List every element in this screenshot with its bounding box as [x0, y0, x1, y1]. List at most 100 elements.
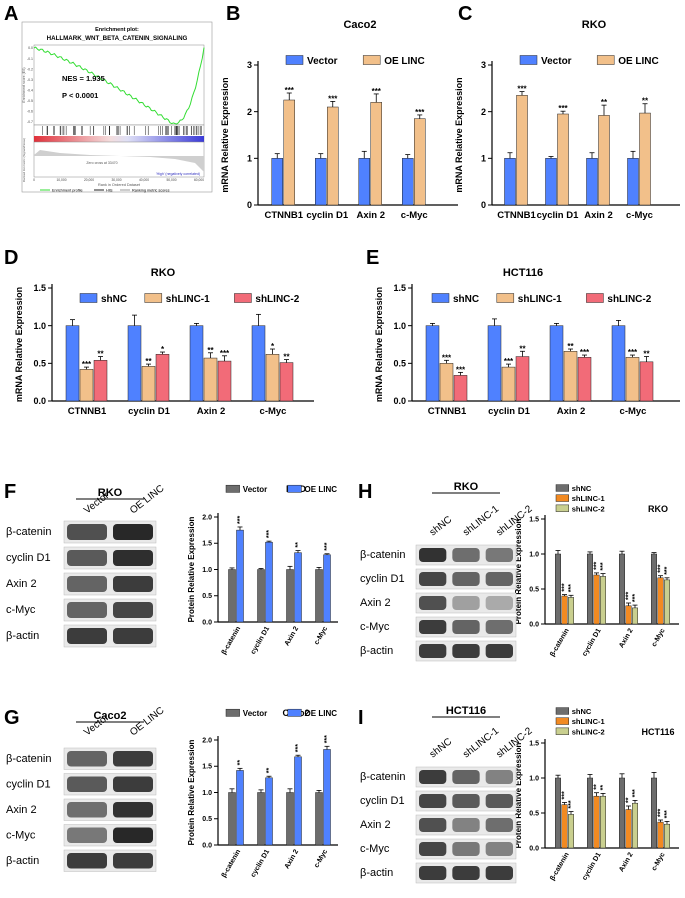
gsea-rank-gradient	[34, 136, 204, 142]
bar	[228, 792, 236, 846]
legend-swatch	[431, 293, 450, 303]
y-axis-label: Protein Relative Expression	[514, 518, 523, 624]
y-tick-label: 0.0	[393, 396, 406, 406]
blot-band	[485, 644, 513, 658]
significance-label: ***	[568, 584, 575, 592]
blot-band	[113, 751, 153, 767]
significance-label: **	[283, 353, 290, 362]
significance-label: ***	[415, 108, 425, 117]
bar	[279, 362, 294, 402]
category-label: Axin 2	[557, 406, 586, 417]
legend-swatch	[287, 708, 302, 717]
panel-letter: D	[4, 247, 18, 269]
blot-band	[67, 853, 107, 869]
category-label: β-catenin	[549, 628, 571, 658]
blot-band	[419, 596, 447, 610]
category-label: cyclin D1	[250, 848, 271, 878]
panel-letter-a: A	[4, 3, 18, 25]
significance-label: ***	[562, 583, 569, 591]
legend-label: shNC	[101, 294, 127, 305]
gsea-panel: A Enrichment plot: HALLMARK_WNT_BETA_CAT…	[4, 3, 213, 193]
gsea-metric-fill	[34, 150, 204, 172]
bar	[664, 823, 670, 849]
significance-label: ***	[285, 86, 295, 95]
blot-band	[485, 866, 513, 880]
bar	[323, 554, 331, 623]
significance-label: **	[567, 342, 574, 351]
blot-band	[419, 644, 447, 658]
legend-swatch	[79, 293, 98, 303]
bar	[257, 569, 265, 623]
blot-band	[113, 853, 153, 869]
gsea-es-tick: -0.7	[27, 120, 33, 124]
bar	[593, 574, 600, 625]
bar	[425, 325, 440, 402]
chart-title: RKO	[648, 504, 668, 514]
bar	[632, 607, 638, 625]
bar	[358, 158, 370, 206]
significance-label: ***	[658, 809, 665, 817]
bar	[619, 553, 625, 625]
blot-band	[67, 576, 107, 592]
category-label: c-Myc	[620, 406, 647, 417]
significance-label: ***	[266, 530, 273, 538]
blot-band	[113, 524, 153, 540]
significance-label: **	[594, 784, 601, 790]
blot-lane-label: shNC	[428, 514, 454, 538]
legend-label: Vector	[541, 56, 572, 67]
blot-row-label: β-actin	[360, 867, 393, 879]
y-tick-label: 2	[247, 107, 252, 117]
bar	[555, 777, 561, 849]
y-tick-label: 1.0	[393, 321, 406, 331]
blot-band	[452, 620, 480, 634]
blot-band	[419, 818, 447, 832]
blot-cell-line: HCT116	[446, 705, 486, 717]
bar	[568, 597, 574, 625]
legend-label: shLINC-2	[572, 504, 605, 513]
legend-label: shLINC-1	[166, 294, 210, 305]
category-label: cyclin D1	[306, 210, 348, 221]
y-axis-label: mRNA Relative Expression	[454, 77, 464, 192]
chart-panel-e: E HCT116 0.0 0.5 1.0 1.5 mRNA Relative Express…	[366, 247, 680, 417]
gsea-legend-hits: Hits	[106, 189, 113, 193]
blot-band	[113, 602, 153, 618]
bar	[557, 113, 569, 206]
blot-row-label: cyclin D1	[360, 795, 405, 807]
y-axis-label: Protein Relative Expression	[187, 739, 196, 845]
bar	[632, 802, 638, 849]
significance-label: **	[295, 542, 302, 548]
significance-label: **	[519, 344, 526, 353]
bar	[127, 325, 142, 402]
blot-band	[67, 628, 107, 644]
blot-row-label: Axin 2	[360, 819, 391, 831]
bar	[664, 579, 670, 625]
category-label: Axin 2	[618, 851, 635, 873]
bar	[563, 351, 578, 402]
bar	[625, 809, 632, 849]
significance-label: *	[271, 342, 275, 351]
blot-band	[113, 827, 153, 843]
legend-label: shLINC-2	[255, 294, 299, 305]
bar	[228, 569, 236, 623]
legend-label: Vector	[243, 485, 267, 494]
bar	[236, 529, 244, 623]
category-label: Axin 2	[584, 210, 613, 221]
y-tick-label: 1.5	[202, 541, 212, 548]
blot-row-label: β-catenin	[360, 549, 405, 561]
bar	[587, 777, 593, 849]
significance-label: **	[207, 346, 214, 355]
bar	[286, 792, 294, 846]
gsea-es-tick: 0.0	[28, 46, 33, 50]
chart-title: Caco2	[343, 19, 376, 31]
y-tick-label: 1.5	[529, 740, 539, 747]
significance-label: ***	[632, 594, 639, 602]
y-tick-label: 1.5	[529, 516, 539, 523]
gsea-xlabel: Rank in Ordered Dataset	[98, 183, 141, 187]
blot-row-label: β-catenin	[6, 753, 51, 765]
blot-band	[452, 596, 480, 610]
category-label: β-catenin	[221, 849, 243, 879]
blot-band	[485, 548, 513, 562]
chart-panel-g: G Caco2 0.0 0.5 1.0 1.5 2.0 Protein Relative Ex…	[4, 707, 338, 879]
significance-label: **	[145, 357, 152, 366]
